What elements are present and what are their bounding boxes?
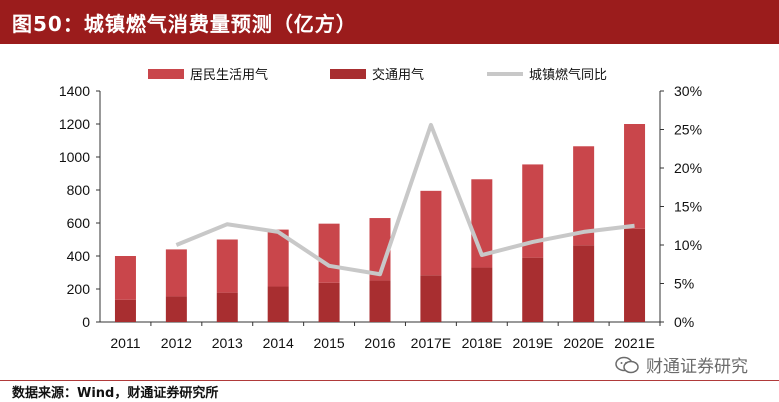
x-tick-label: 2019E [512, 335, 552, 351]
x-tick-label: 2015 [314, 335, 345, 351]
bar-transport [471, 267, 493, 322]
y2-tick-label: 25% [674, 122, 702, 138]
bar-transport [522, 257, 544, 322]
data-source: 数据来源：Wind，财通证券研究所 [12, 386, 219, 401]
bar-transport [318, 282, 340, 322]
stacked-bar-line-chart: 居民生活用气 交通用气 城镇燃气同比 0 200 400 600 800 1000 1200 14… [59, 67, 702, 351]
watermark: 财通证券研究 [614, 352, 748, 377]
y2-tick-label: 15% [674, 199, 702, 215]
y2-tick-label: 0% [674, 314, 694, 330]
y2-tick-label: 20% [674, 160, 702, 176]
chart-title: 图50：城镇燃气消费量预测（亿方） [12, 12, 357, 36]
y-tick-label: 200 [67, 281, 91, 297]
bar-residential [522, 164, 544, 258]
bar-transport [369, 280, 391, 322]
x-tick-label: 2013 [212, 335, 243, 351]
axes [96, 90, 664, 326]
x-tick-label: 2021E [614, 335, 654, 351]
tick-labels: 0 200 400 600 800 1000 1200 1400 0% 5% 10% 15% 20% 25… [59, 83, 702, 351]
y-tick-label: 1400 [59, 83, 90, 99]
bar-transport [216, 292, 238, 322]
bar-transport [420, 275, 442, 322]
y-tick-label: 400 [67, 248, 91, 264]
bars [114, 124, 646, 322]
bar-transport [114, 299, 136, 322]
x-tick-label: 2011 [110, 335, 140, 351]
bar-residential [573, 146, 595, 246]
y-tick-label: 1200 [59, 116, 90, 132]
bar-residential [624, 124, 646, 229]
wechat-icon [615, 356, 639, 373]
bar-transport [165, 296, 187, 322]
bar-residential [216, 239, 238, 293]
y-tick-label: 1000 [59, 149, 90, 165]
bar-residential [318, 223, 340, 283]
legend-swatch [148, 69, 184, 79]
footer-divider [0, 380, 779, 381]
y2-tick-label: 5% [674, 276, 694, 292]
watermark-text: 财通证券研究 [646, 357, 748, 377]
y-tick-label: 0 [82, 314, 90, 330]
bar-residential [267, 229, 289, 287]
bar-transport [573, 245, 595, 322]
x-tick-label: 2014 [263, 335, 294, 351]
yoy-line-group [175, 122, 635, 277]
y2-tick-label: 30% [674, 83, 702, 99]
legend-label: 城镇燃气同比 [529, 67, 607, 83]
bar-residential [420, 190, 442, 276]
legend-label: 居民生活用气 [190, 67, 268, 83]
legend: 居民生活用气 交通用气 城镇燃气同比 [148, 67, 607, 83]
bar-residential [114, 256, 136, 300]
legend-swatch [330, 69, 366, 79]
x-tick-label: 2016 [364, 335, 395, 351]
x-tick-label: 2020E [563, 335, 603, 351]
legend-label: 交通用气 [372, 67, 424, 83]
x-tick-label: 2017E [411, 335, 451, 351]
x-tick-label: 2018E [462, 335, 502, 351]
y-tick-label: 600 [67, 215, 91, 231]
y2-tick-label: 10% [674, 237, 702, 253]
bar-residential [165, 249, 187, 297]
x-tick-label: 2012 [161, 335, 192, 351]
bar-transport [267, 286, 289, 322]
title-bar: 图50：城镇燃气消费量预测（亿方） [0, 0, 779, 44]
bar-transport [624, 228, 646, 322]
yoy-line [175, 122, 635, 277]
y-tick-label: 800 [67, 182, 91, 198]
